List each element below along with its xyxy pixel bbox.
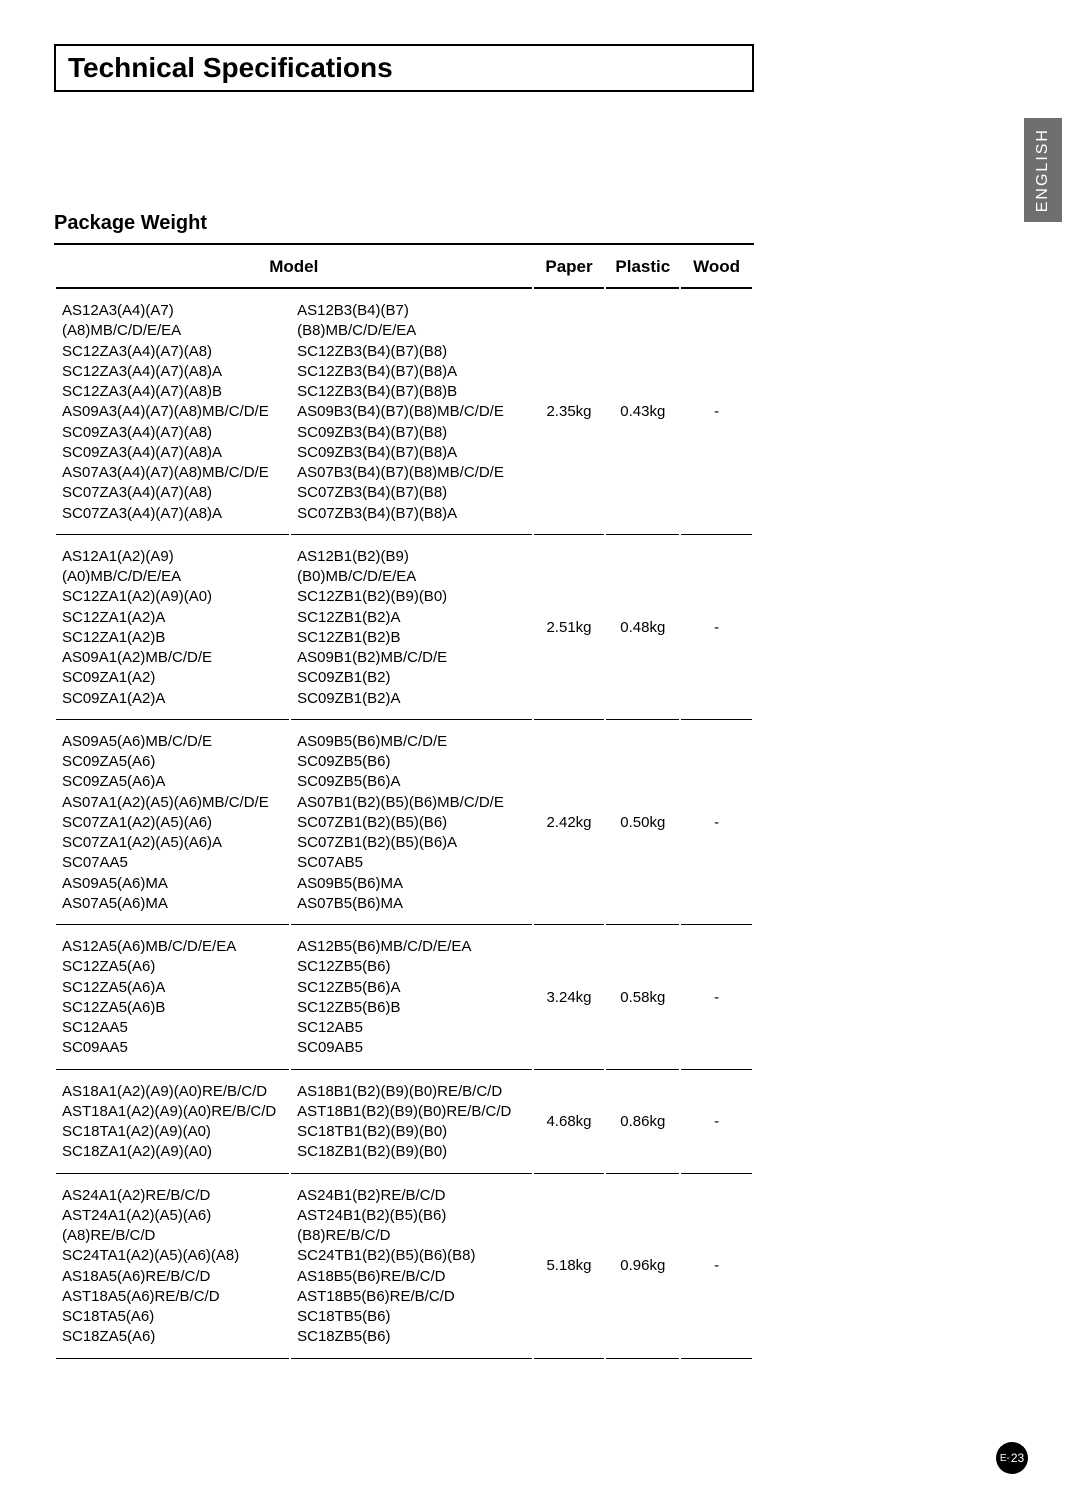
table-row: AS24A1(A2)RE/B/C/D AST24A1(A2)(A5)(A6)(A… xyxy=(56,1176,752,1359)
models-col-a: AS12A3(A4)(A7)(A8)MB/C/D/E/EA SC12ZA3(A4… xyxy=(56,291,289,535)
plastic-value: 0.58kg xyxy=(606,927,679,1070)
models-col-b: AS09B5(B6)MB/C/D/E SC09ZB5(B6) SC09ZB5(B… xyxy=(291,722,531,925)
content: Package Weight Model Paper Plastic Wood … xyxy=(54,212,754,1361)
spec-table: Model Paper Plastic Wood AS12A3(A4)(A7)(… xyxy=(54,243,754,1361)
paper-value: 2.51kg xyxy=(534,537,605,720)
models-col-a: AS12A1(A2)(A9)(A0)MB/C/D/E/EA SC12ZA1(A2… xyxy=(56,537,289,720)
models-col-b: AS12B5(B6)MB/C/D/E/EA SC12ZB5(B6) SC12ZB… xyxy=(291,927,531,1070)
paper-value: 4.68kg xyxy=(534,1072,605,1174)
paper-value: 3.24kg xyxy=(534,927,605,1070)
language-tab-text: ENGLISH xyxy=(1034,128,1052,212)
models-col-b: AS18B1(B2)(B9)(B0)RE/B/C/D AST18B1(B2)(B… xyxy=(291,1072,531,1174)
models-col-a: AS12A5(A6)MB/C/D/E/EA SC12ZA5(A6) SC12ZA… xyxy=(56,927,289,1070)
wood-value: - xyxy=(681,927,752,1070)
section-title: Package Weight xyxy=(54,212,754,235)
header-plastic: Plastic xyxy=(606,247,679,289)
page-number-prefix: E- xyxy=(1000,1453,1010,1464)
models-col-a: AS18A1(A2)(A9)(A0)RE/B/C/D AST18A1(A2)(A… xyxy=(56,1072,289,1174)
wood-value: - xyxy=(681,1176,752,1359)
page-number-value: 23 xyxy=(1011,1451,1024,1465)
wood-value: - xyxy=(681,537,752,720)
plastic-value: 0.43kg xyxy=(606,291,679,535)
paper-value: 2.42kg xyxy=(534,722,605,925)
wood-value: - xyxy=(681,722,752,925)
plastic-value: 0.86kg xyxy=(606,1072,679,1174)
models-col-b: AS12B1(B2)(B9)(B0)MB/C/D/E/EA SC12ZB1(B2… xyxy=(291,537,531,720)
table-row: AS18A1(A2)(A9)(A0)RE/B/C/D AST18A1(A2)(A… xyxy=(56,1072,752,1174)
header-wood: Wood xyxy=(681,247,752,289)
title-box: Technical Specifications xyxy=(54,44,754,92)
wood-value: - xyxy=(681,291,752,535)
models-col-b: AS12B3(B4)(B7)(B8)MB/C/D/E/EA SC12ZB3(B4… xyxy=(291,291,531,535)
models-col-a: AS24A1(A2)RE/B/C/D AST24A1(A2)(A5)(A6)(A… xyxy=(56,1176,289,1359)
plastic-value: 0.96kg xyxy=(606,1176,679,1359)
models-col-a: AS09A5(A6)MB/C/D/E SC09ZA5(A6) SC09ZA5(A… xyxy=(56,722,289,925)
table-row: AS12A5(A6)MB/C/D/E/EA SC12ZA5(A6) SC12ZA… xyxy=(56,927,752,1070)
paper-value: 2.35kg xyxy=(534,291,605,535)
page-title: Technical Specifications xyxy=(68,52,393,84)
language-tab: ENGLISH xyxy=(1024,118,1062,222)
table-row: AS12A1(A2)(A9)(A0)MB/C/D/E/EA SC12ZA1(A2… xyxy=(56,537,752,720)
page-number-badge: E-23 xyxy=(996,1442,1028,1474)
header-paper: Paper xyxy=(534,247,605,289)
plastic-value: 0.48kg xyxy=(606,537,679,720)
paper-value: 5.18kg xyxy=(534,1176,605,1359)
plastic-value: 0.50kg xyxy=(606,722,679,925)
table-row: AS09A5(A6)MB/C/D/E SC09ZA5(A6) SC09ZA5(A… xyxy=(56,722,752,925)
header-model: Model xyxy=(56,247,532,289)
wood-value: - xyxy=(681,1072,752,1174)
models-col-b: AS24B1(B2)RE/B/C/D AST24B1(B2)(B5)(B6)(B… xyxy=(291,1176,531,1359)
table-header-row: Model Paper Plastic Wood xyxy=(56,247,752,289)
table-row: AS12A3(A4)(A7)(A8)MB/C/D/E/EA SC12ZA3(A4… xyxy=(56,291,752,535)
